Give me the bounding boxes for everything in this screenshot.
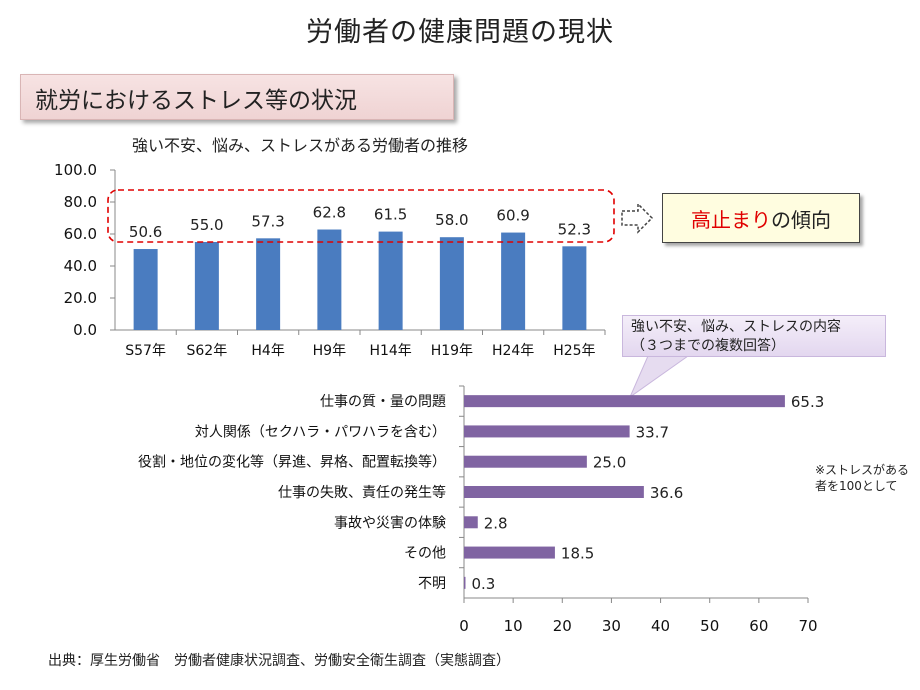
y-tick-label: 40.0 xyxy=(64,257,97,275)
bar-value-label: 50.6 xyxy=(129,223,162,241)
category-label: 不明 xyxy=(418,576,446,592)
x-tick-label: 50 xyxy=(700,617,719,635)
bar xyxy=(256,238,281,330)
bar-value-label: 55.0 xyxy=(190,216,223,234)
y-tick-label: 80.0 xyxy=(64,193,97,211)
x-tick-label: 40 xyxy=(651,617,670,635)
bar-value-label: 0.3 xyxy=(471,575,495,593)
x-tick-label: H14年 xyxy=(369,343,411,359)
bar xyxy=(439,237,464,330)
x-tick-label: 30 xyxy=(602,617,621,635)
x-tick-label: H19年 xyxy=(431,343,473,359)
bar-value-label: 57.3 xyxy=(251,212,284,230)
section-banner: 就労におけるストレス等の状況 xyxy=(20,74,454,120)
callout-line1: 強い不安、悩み、ストレスの内容 xyxy=(631,319,841,335)
bar-value-label: 36.6 xyxy=(650,484,683,502)
trend-note-highlight: 高止まり xyxy=(691,207,771,232)
page-title: 労働者の健康問題の現状 xyxy=(306,17,614,48)
side-note: ※ストレスがある者を100として xyxy=(815,463,910,493)
category-label: 対人関係（セクハラ・パワハラを含む） xyxy=(195,424,446,440)
bar xyxy=(194,242,219,330)
trend-note-text: の傾向 xyxy=(771,207,831,232)
bar-value-label: 2.8 xyxy=(484,514,508,532)
category-label: 事故や災害の体験 xyxy=(334,515,446,531)
source-citation: 出典：厚生労働省 労働者健康状況調査、労働安全衛生調査（実態調査） xyxy=(48,653,510,669)
bar xyxy=(378,231,403,330)
bar xyxy=(464,455,587,468)
bar xyxy=(464,425,630,438)
callout-line2: （３つまでの複数回答） xyxy=(631,338,785,354)
bar xyxy=(464,516,478,529)
section-label: 就労におけるストレス等の状況 xyxy=(35,88,357,114)
bar-value-label: 52.3 xyxy=(558,220,591,238)
category-label: その他 xyxy=(404,546,446,562)
x-tick-label: 20 xyxy=(553,617,572,635)
trend-note-box: 高止まり の傾向 xyxy=(662,193,860,243)
x-tick-label: 10 xyxy=(504,617,523,635)
y-tick-label: 60.0 xyxy=(64,225,97,243)
bar-value-label: 33.7 xyxy=(636,423,669,441)
bar-value-label: 61.5 xyxy=(374,206,407,224)
x-tick-label: H4年 xyxy=(251,343,284,359)
bar xyxy=(464,576,466,589)
bar-value-label: 62.8 xyxy=(313,204,346,222)
bar xyxy=(133,249,158,330)
bar-value-label: 25.0 xyxy=(593,454,626,472)
x-tick-label: S57年 xyxy=(125,343,166,359)
highlight-dashed-box xyxy=(107,189,615,243)
x-tick-label: H24年 xyxy=(492,343,534,359)
y-tick-label: 20.0 xyxy=(64,289,97,307)
bar-chart-content: 0 10 20 30 40 50 60 70 65.3 仕事の質・量の問題 33.7 対人関係（セクハ… xyxy=(138,385,824,635)
x-tick-label: S62年 xyxy=(187,343,228,359)
bar xyxy=(464,486,644,498)
x-tick-label: 0 xyxy=(459,617,469,635)
x-tick-label: 70 xyxy=(798,617,817,635)
y-tick-label: 0.0 xyxy=(73,321,97,339)
arrow-right-icon xyxy=(621,202,654,234)
bar-chart-trend: 0.0 20.0 40.0 60.0 80.0 100.0 50.6 S57年 55.0 S62年… xyxy=(54,161,606,359)
x-tick-label: H9年 xyxy=(313,343,346,359)
callout-pointer xyxy=(628,355,690,399)
category-label: 仕事の質・量の問題 xyxy=(320,394,446,410)
bar-value-label: 18.5 xyxy=(561,545,594,563)
bar xyxy=(501,232,526,330)
bar-value-label: 58.0 xyxy=(435,211,468,229)
bar xyxy=(464,546,555,559)
callout-box: 強い不安、悩み、ストレスの内容 （３つまでの複数回答） xyxy=(622,315,886,357)
bar xyxy=(562,246,587,330)
category-label: 仕事の失敗、責任の発生等 xyxy=(278,484,446,501)
bar xyxy=(464,395,785,408)
bar-value-label: 60.9 xyxy=(496,207,529,225)
x-tick-label: H25年 xyxy=(553,343,595,359)
bar xyxy=(317,229,342,330)
bar-value-label: 65.3 xyxy=(791,393,824,411)
x-tick-label: 60 xyxy=(749,617,768,635)
category-label: 役割・地位の変化等（昇進、昇格、配置転換等） xyxy=(138,454,446,471)
y-tick-label: 100.0 xyxy=(54,161,97,179)
chart1-title: 強い不安、悩み、ストレスがある労働者の推移 xyxy=(131,136,468,155)
